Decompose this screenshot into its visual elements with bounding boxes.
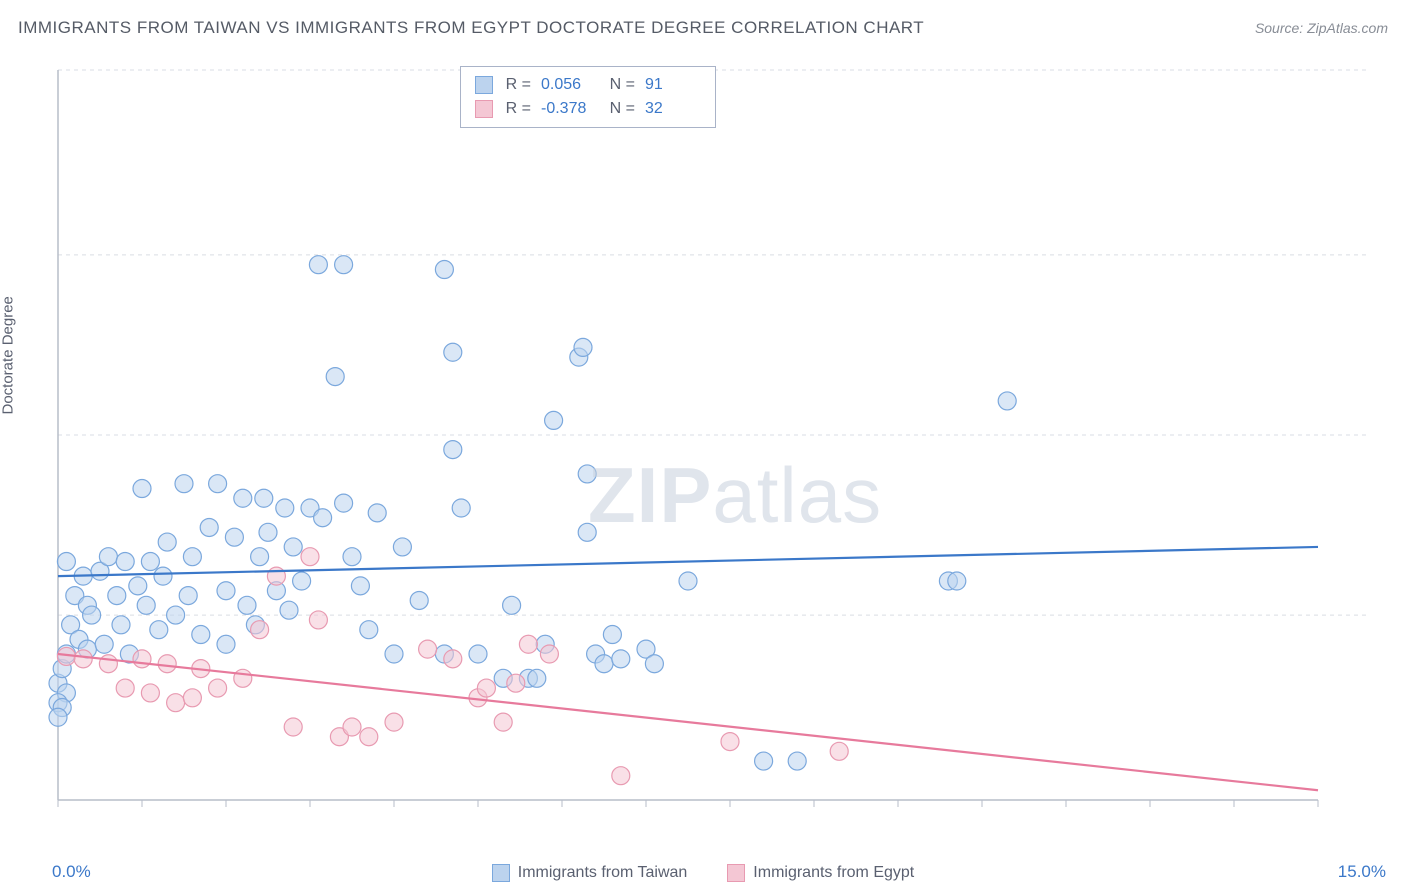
r-label: R = bbox=[503, 73, 531, 97]
bottom-legend: Immigrants from Taiwan Immigrants from E… bbox=[0, 864, 1406, 882]
legend-item-taiwan: Immigrants from Taiwan bbox=[492, 864, 688, 882]
n-label: N = bbox=[607, 73, 635, 97]
n-value-egypt: 32 bbox=[645, 97, 701, 121]
source-prefix: Source: bbox=[1255, 20, 1307, 36]
r-label: R = bbox=[503, 97, 531, 121]
legend-label-egypt: Immigrants from Egypt bbox=[753, 864, 914, 882]
chart-area: 15.0%11.2%7.5%3.8% ZIPatlas bbox=[48, 60, 1388, 830]
legend-item-egypt: Immigrants from Egypt bbox=[727, 864, 914, 882]
swatch-egypt bbox=[475, 100, 493, 118]
scatter-chart-svg: 15.0%11.2%7.5%3.8% bbox=[48, 60, 1378, 820]
chart-title: IMMIGRANTS FROM TAIWAN VS IMMIGRANTS FRO… bbox=[18, 18, 924, 38]
source-attribution: Source: ZipAtlas.com bbox=[1255, 20, 1388, 36]
n-label: N = bbox=[607, 97, 635, 121]
y-axis-label: Doctorate Degree bbox=[0, 296, 17, 414]
stats-row-egypt: R = -0.378 N = 32 bbox=[475, 97, 701, 121]
swatch-taiwan bbox=[475, 76, 493, 94]
legend-label-taiwan: Immigrants from Taiwan bbox=[518, 864, 688, 882]
r-value-egypt: -0.378 bbox=[541, 97, 597, 121]
r-value-taiwan: 0.056 bbox=[541, 73, 597, 97]
legend-swatch-egypt bbox=[727, 864, 745, 882]
source-link[interactable]: ZipAtlas.com bbox=[1307, 20, 1388, 36]
stats-row-taiwan: R = 0.056 N = 91 bbox=[475, 73, 701, 97]
legend-swatch-taiwan bbox=[492, 864, 510, 882]
stats-legend-box: R = 0.056 N = 91 R = -0.378 N = 32 bbox=[460, 66, 716, 128]
n-value-taiwan: 91 bbox=[645, 73, 701, 97]
